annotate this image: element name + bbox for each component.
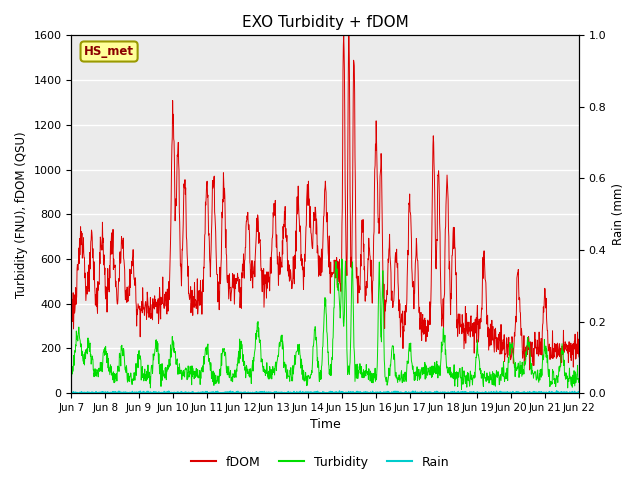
Text: HS_met: HS_met bbox=[84, 45, 134, 58]
Title: EXO Turbidity + fDOM: EXO Turbidity + fDOM bbox=[242, 15, 408, 30]
Y-axis label: Rain (mm): Rain (mm) bbox=[612, 183, 625, 245]
Legend: fDOM, Turbidity, Rain: fDOM, Turbidity, Rain bbox=[186, 451, 454, 474]
Y-axis label: Turbidity (FNU), fDOM (QSU): Turbidity (FNU), fDOM (QSU) bbox=[15, 131, 28, 298]
X-axis label: Time: Time bbox=[310, 419, 340, 432]
